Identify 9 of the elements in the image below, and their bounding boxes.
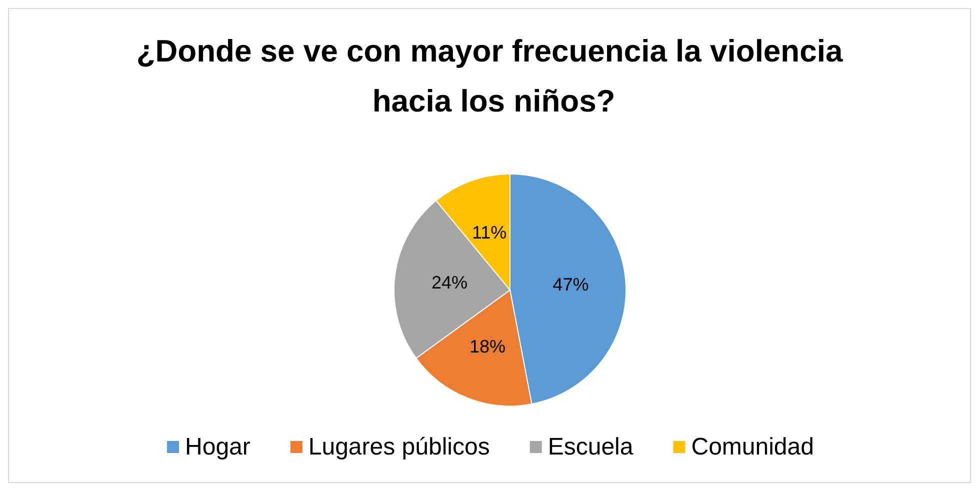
legend-label: Hogar xyxy=(185,434,250,460)
chart-title: ¿Donde se ve con mayor frecuencia la violencia hacia los niños? xyxy=(136,34,844,118)
data-label: 24% xyxy=(431,272,468,292)
data-label: 11% xyxy=(472,222,507,243)
legend-label: Escuela xyxy=(548,434,634,460)
legend-label: Comunidad xyxy=(691,434,814,460)
data-label: 47% xyxy=(552,274,589,294)
legend-label: Lugares públicos xyxy=(308,434,490,460)
data-label: 18% xyxy=(470,336,506,357)
